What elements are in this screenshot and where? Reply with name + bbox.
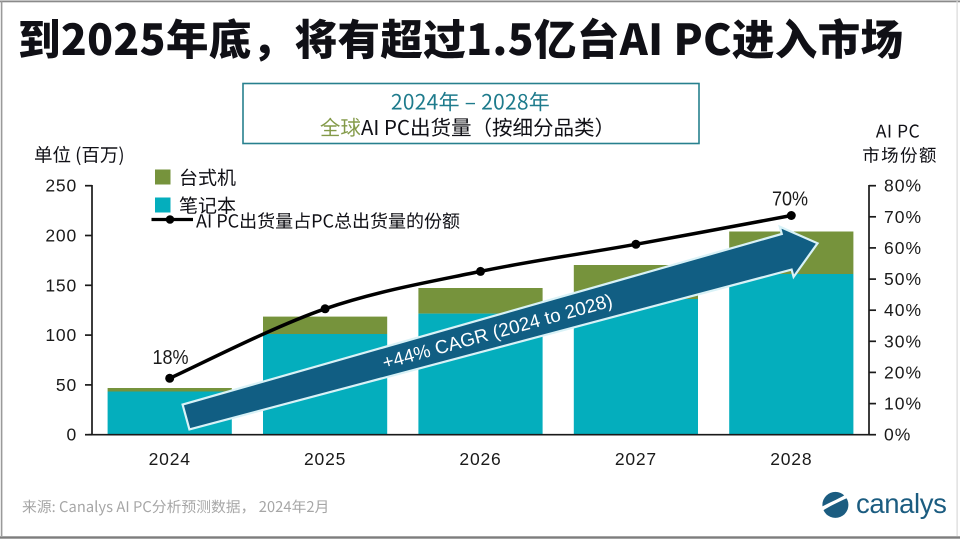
svg-text:40%: 40%: [884, 300, 922, 320]
svg-text:250: 250: [45, 176, 77, 196]
svg-text:2025: 2025: [304, 449, 346, 469]
svg-text:150: 150: [45, 275, 77, 295]
svg-text:50%: 50%: [884, 269, 922, 289]
svg-text:200: 200: [45, 226, 77, 246]
svg-text:2026: 2026: [459, 449, 501, 469]
svg-text:10%: 10%: [884, 394, 922, 414]
svg-text:60%: 60%: [884, 238, 922, 258]
svg-text:18%: 18%: [152, 347, 188, 369]
svg-text:100: 100: [45, 325, 77, 345]
svg-text:20%: 20%: [884, 362, 922, 382]
svg-text:0: 0: [66, 425, 77, 445]
svg-text:70%: 70%: [772, 188, 808, 210]
svg-text:canalys: canalys: [856, 488, 946, 519]
svg-text:80%: 80%: [884, 176, 922, 196]
svg-text:30%: 30%: [884, 331, 922, 351]
svg-text:2027: 2027: [615, 449, 657, 469]
svg-text:50: 50: [56, 375, 77, 395]
svg-text:70%: 70%: [884, 207, 922, 227]
svg-text:0%: 0%: [884, 425, 911, 445]
svg-text:2028: 2028: [770, 449, 812, 469]
svg-text:2024: 2024: [149, 449, 191, 469]
